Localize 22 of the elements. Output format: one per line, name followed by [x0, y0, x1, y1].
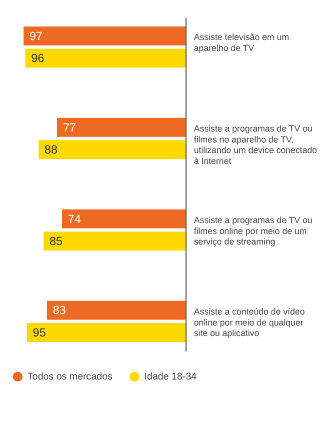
- data-label: 88: [44, 144, 58, 157]
- data-label: 95: [32, 326, 46, 340]
- bar: [46, 300, 186, 320]
- bar: [26, 323, 186, 342]
- bar: [24, 26, 186, 46]
- y-tick-label: Assiste a programas de TV ou filmes online por meio de um serviço de streaming: [194, 215, 313, 247]
- data-label: 83: [52, 304, 66, 318]
- legend-label: Idade 18-34: [144, 372, 198, 383]
- bar: [44, 232, 186, 251]
- data-label: 96: [31, 52, 45, 66]
- y-tick-label: Assiste televisão em um aparelho de TV: [194, 32, 290, 53]
- y-tick-label: Assiste a conteúdo de vídeo online por meio de qualquer site ou aplicativo: [194, 306, 305, 338]
- data-label: 74: [68, 212, 82, 226]
- legend-label: Todos os mercados: [27, 372, 113, 383]
- data-label: 77: [62, 121, 76, 134]
- bar: [56, 118, 186, 137]
- bar: [25, 48, 186, 68]
- data-label: 97: [29, 30, 43, 43]
- data-label: 85: [49, 235, 64, 248]
- y-tick-label: Assiste a programas de TV ou filmes no aparelho de TV, utilizando um device conectado à Internet: [194, 124, 318, 166]
- bar: [38, 140, 186, 160]
- bar: [62, 209, 186, 228]
